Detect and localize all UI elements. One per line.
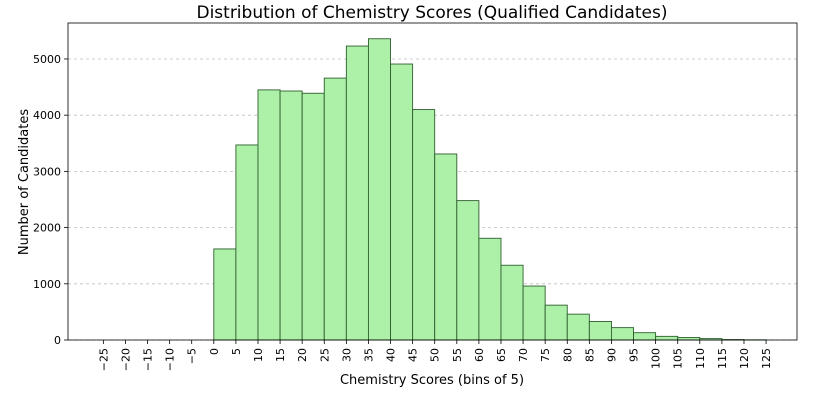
histogram-bar-5 [323,77,347,341]
x-tick-label: −15 [142,348,155,371]
x-tick-label: 20 [296,348,309,362]
x-tick-label: 70 [517,348,530,362]
histogram-bar-0 [213,248,237,341]
histogram-bar-2 [257,89,281,341]
histogram-bar-3 [279,90,303,341]
x-tick-label: 40 [385,348,398,362]
histogram-bar-13 [500,264,524,341]
histogram-bar-6 [345,45,369,341]
histogram-bar-12 [478,237,502,341]
y-tick-label: 4000 [33,109,61,122]
x-tick-label: −10 [164,348,177,371]
y-tick-label: 1000 [33,278,61,291]
histogram-bar-7 [367,38,391,341]
histogram-bar-19 [633,332,657,341]
x-tick-label: 115 [716,348,729,369]
histogram-bar-10 [434,153,458,341]
x-tick-label: 60 [473,348,486,362]
x-tick-label: 90 [605,348,618,362]
chart-title: Distribution of Chemistry Scores (Qualif… [196,3,667,23]
histogram-bar-11 [456,200,480,341]
y-tick-label: 2000 [33,222,61,235]
x-tick-label: 65 [495,348,508,362]
x-tick-label: 35 [362,348,375,362]
x-tick-label: 0 [208,348,221,355]
x-tick-label: 15 [274,348,287,362]
x-tick-label: 120 [738,348,751,369]
x-tick-label: 75 [539,348,552,362]
histogram-bar-9 [412,109,436,341]
x-tick-label: −25 [97,348,110,371]
histogram-bar-1 [235,144,259,341]
x-tick-label: 55 [451,348,464,362]
y-axis-label: Number of Candidates [17,109,32,255]
histogram-bar-18 [610,327,634,341]
histogram-bar-14 [522,285,546,341]
y-tick-label: 3000 [33,165,61,178]
x-tick-label: 110 [694,348,707,369]
histogram-bar-8 [390,63,414,341]
x-tick-label: 50 [429,348,442,362]
x-tick-label: 5 [230,348,243,355]
x-tick-label: 100 [650,348,663,369]
y-tick-label: 5000 [33,53,61,66]
x-tick-label: 125 [760,348,773,369]
x-axis-label: Chemistry Scores (bins of 5) [340,373,524,388]
histogram-bars [213,38,767,341]
plot-frame [67,22,798,341]
x-tick-label: 45 [407,348,420,362]
histogram-bar-4 [301,92,325,341]
histogram-bar-16 [566,313,590,341]
x-tick-label: −20 [119,348,132,371]
histogram-bar-15 [544,304,568,341]
y-tick-label: 0 [54,334,61,347]
x-tick-label: 105 [672,348,685,369]
histogram-bar-17 [588,321,612,341]
x-tick-label: 30 [340,348,353,362]
x-tick-label: −5 [186,348,199,364]
histogram-bar-20 [655,335,679,341]
x-tick-label: 80 [561,348,574,362]
x-tick-label: 25 [318,348,331,362]
x-tick-label: 10 [252,348,265,362]
x-axis-ticks: −25 −20 −15 −10 −5 0 5 10 15 20 25 30 35 40 45 50 55 60 65… [97,340,773,371]
x-tick-label: 85 [583,348,596,362]
x-tick-label: 95 [628,348,641,362]
y-axis-ticks: 0 1000 2000 3000 4000 5000 [33,53,68,347]
